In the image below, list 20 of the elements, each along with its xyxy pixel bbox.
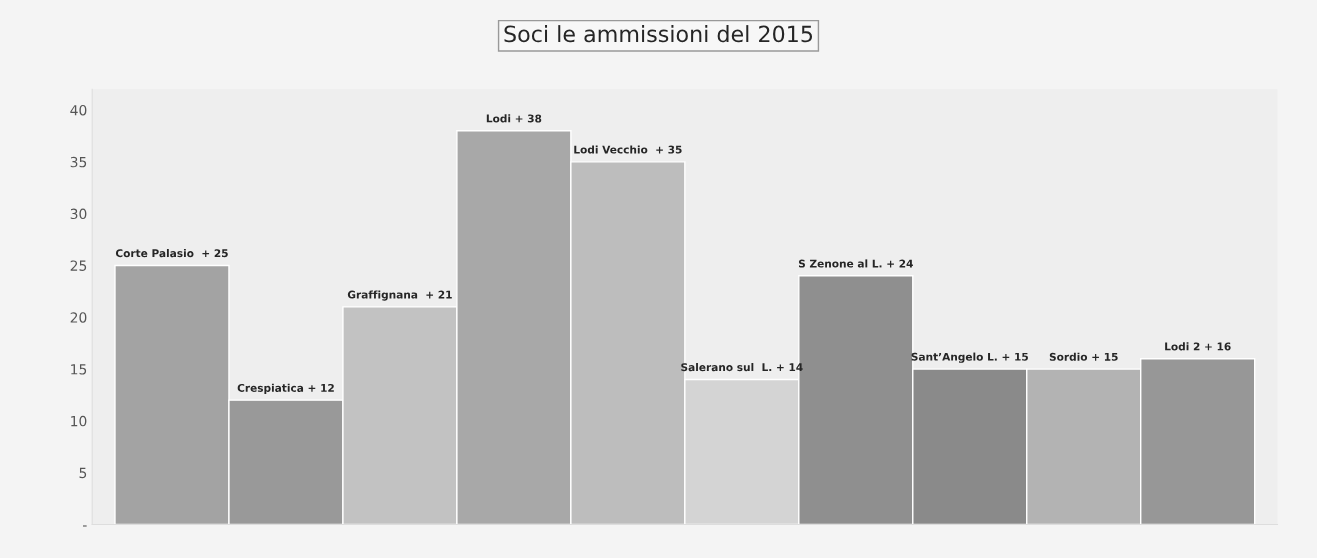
data-label: Sordio + 15 xyxy=(1049,352,1118,361)
data-label: S Zenone al L. + 24 xyxy=(798,259,913,268)
y-tick-label: 40 xyxy=(70,104,87,116)
y-tick-label: 5 xyxy=(79,467,87,479)
data-label: Lodi + 38 xyxy=(486,114,542,123)
data-label: Corte Palasio + 25 xyxy=(115,249,228,258)
data-label: Graffignana + 21 xyxy=(347,290,452,301)
y-tick-label: 30 xyxy=(70,208,87,220)
y-tick-label: 10 xyxy=(71,415,87,427)
y-tick-label: 35 xyxy=(70,156,87,168)
data-label: Crespiatica + 12 xyxy=(237,383,334,394)
y-tick-label: - xyxy=(83,525,87,527)
data-label: Lodi Vecchio + 35 xyxy=(574,145,682,154)
y-tick-label: 15 xyxy=(71,364,87,375)
data-label: Sant’Angelo L. + 15 xyxy=(911,352,1028,363)
data-label: Salerano sul L. + 14 xyxy=(681,363,803,372)
y-tick-label: 20 xyxy=(70,312,87,323)
data-label: Lodi 2 + 16 xyxy=(1165,342,1231,351)
y-tick-label: 25 xyxy=(70,260,87,271)
chart-title: Soci le ammissioni del 2015 xyxy=(504,25,813,43)
